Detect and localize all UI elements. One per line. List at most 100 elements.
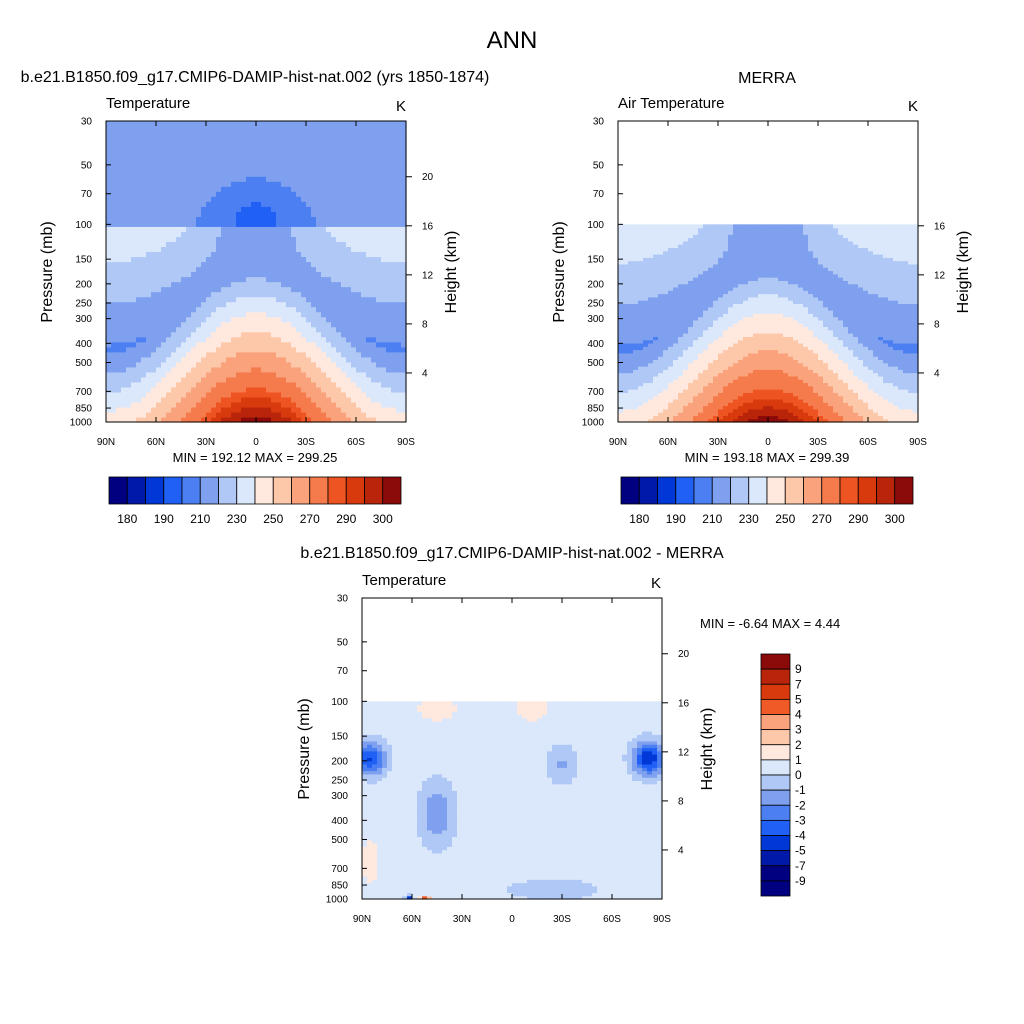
- field-cell: [326, 341, 332, 348]
- field-cell: [386, 146, 392, 152]
- field-cell: [166, 336, 172, 343]
- field-cell: [873, 369, 879, 374]
- field-cell: [296, 286, 302, 293]
- field-cell: [106, 176, 112, 182]
- field-cell: [186, 131, 192, 137]
- field-cell: [863, 359, 869, 364]
- field-cell: [738, 379, 744, 384]
- field-cell: [381, 236, 387, 242]
- field-cell: [121, 406, 127, 413]
- field-cell: [658, 385, 664, 390]
- field-cell: [623, 382, 629, 387]
- field-cell: [151, 246, 157, 253]
- field-cell: [758, 372, 764, 377]
- field-cell: [401, 271, 407, 278]
- field-cell: [783, 369, 789, 374]
- field-cell: [286, 191, 292, 197]
- field-cell: [316, 226, 322, 232]
- field-cell: [196, 321, 202, 328]
- field-cell: [758, 415, 764, 420]
- field-cell: [763, 379, 769, 384]
- field-cell: [808, 415, 814, 420]
- field-cell: [858, 418, 864, 423]
- field-cell: [331, 251, 337, 258]
- field-cell: [321, 411, 327, 418]
- field-cell: [351, 196, 357, 202]
- field-cell: [728, 356, 734, 361]
- field-cell: [136, 341, 142, 348]
- field-cell: [623, 412, 629, 417]
- field-cell: [166, 316, 172, 323]
- field-cell: [778, 352, 784, 357]
- field-cell: [371, 381, 377, 388]
- field-cell: [336, 316, 342, 323]
- field-cell: [331, 136, 337, 142]
- field-cell: [266, 191, 272, 197]
- field-cell: [843, 392, 849, 397]
- field-cell: [336, 221, 342, 227]
- field-cell: [181, 351, 187, 358]
- field-cell: [638, 362, 644, 367]
- field-cell: [833, 418, 839, 423]
- field-cell: [181, 266, 187, 273]
- field-cell: [803, 389, 809, 393]
- field-cell: [868, 359, 874, 364]
- field-cell: [778, 395, 784, 400]
- field-cell: [356, 146, 362, 152]
- field-cell: [643, 366, 649, 370]
- field-cell: [693, 389, 699, 393]
- field-cell: [171, 356, 177, 363]
- field-cell: [321, 181, 327, 187]
- field-cell: [336, 231, 342, 237]
- field-cell: [728, 402, 734, 407]
- field-cell: [401, 176, 407, 182]
- field-cell: [356, 271, 362, 278]
- field-cell: [201, 196, 207, 202]
- field-cell: [873, 382, 879, 387]
- field-cell: [276, 326, 282, 333]
- field-cell: [231, 131, 237, 137]
- field-cell: [266, 351, 272, 358]
- field-cell: [166, 251, 172, 258]
- y-tick-label: 30: [81, 117, 93, 128]
- field-cell: [186, 296, 192, 303]
- field-cell: [913, 402, 919, 407]
- field-cell: [913, 418, 919, 423]
- field-cell: [623, 398, 629, 403]
- field-cell: [301, 136, 307, 142]
- field-cell: [121, 356, 127, 363]
- field-cell: [246, 256, 252, 263]
- field-cell: [106, 416, 112, 423]
- field-cell: [146, 326, 152, 333]
- field-cell: [246, 291, 252, 298]
- field-cell: [186, 206, 192, 212]
- field-cell: [386, 176, 392, 182]
- field-cell: [206, 136, 212, 142]
- field-cell: [241, 151, 247, 157]
- field-cell: [221, 256, 227, 263]
- field-cell: [151, 121, 157, 127]
- field-cell: [241, 336, 247, 343]
- field-cell: [908, 369, 914, 374]
- field-cell: [136, 126, 142, 132]
- field-cell: [306, 371, 312, 378]
- field-cell: [156, 191, 162, 197]
- field-cell: [703, 385, 709, 390]
- field-cell: [386, 226, 392, 232]
- field-cell: [156, 186, 162, 192]
- field-cell: [291, 301, 297, 308]
- field-cell: [146, 306, 152, 313]
- field-cell: [351, 351, 357, 358]
- field-cell: [703, 349, 709, 354]
- field-cell: [401, 136, 407, 142]
- field-cell: [156, 366, 162, 373]
- field-cell: [121, 261, 127, 268]
- field-cell: [196, 146, 202, 152]
- field-cell: [898, 389, 904, 393]
- field-cell: [311, 326, 317, 333]
- field-cell: [151, 266, 157, 273]
- field-cell: [246, 196, 252, 202]
- field-cell: [386, 216, 392, 222]
- field-cell: [196, 296, 202, 303]
- field-cell: [638, 408, 644, 413]
